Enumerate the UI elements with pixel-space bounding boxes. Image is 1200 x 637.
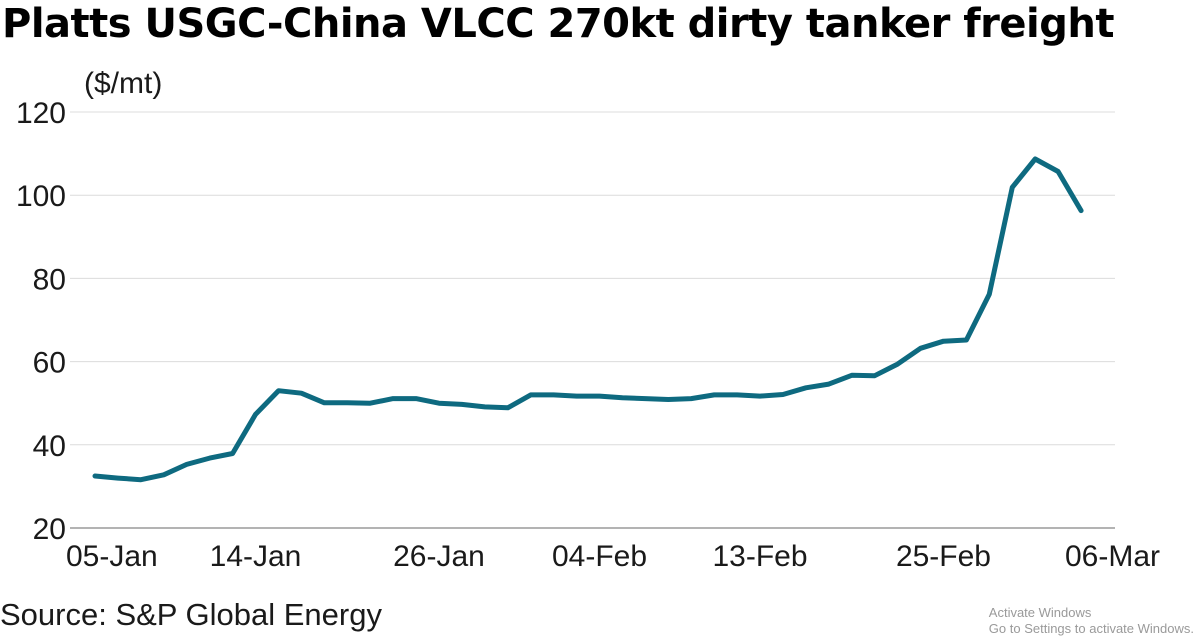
source-note: Source: S&P Global Energy [0,596,382,634]
x-tick-label: 25-Feb [896,540,991,573]
y-tick-label: 20 [33,513,66,546]
watermark-line-1: Activate Windows [989,605,1194,621]
y-tick-label: 40 [33,430,66,463]
x-tick-label: 05-Jan [66,540,158,573]
grid-lines [70,112,1115,528]
y-tick-label: 100 [16,180,66,213]
x-tick-label: 13-Feb [712,540,807,573]
series-line [95,159,1081,480]
x-tick-label: 06-Mar [1065,540,1160,573]
y-tick-labels: 20 40 60 80 100 120 [16,97,66,546]
y-tick-label: 80 [33,263,66,296]
y-tick-label: 60 [33,347,66,380]
windows-activation-watermark: Activate Windows Go to Settings to activ… [989,605,1194,637]
x-tick-label: 26-Jan [393,540,485,573]
x-tick-label: 04-Feb [552,540,647,573]
x-tick-labels: 05-Jan 14-Jan 26-Jan 04-Feb 13-Feb 25-Feb 06-M… [66,540,1160,573]
x-tick-label: 14-Jan [210,540,302,573]
y-tick-label: 120 [16,97,66,130]
line-chart: 20 40 60 80 100 120 05-Jan 14-Jan 26-Jan 04-Feb 1… [0,0,1200,600]
